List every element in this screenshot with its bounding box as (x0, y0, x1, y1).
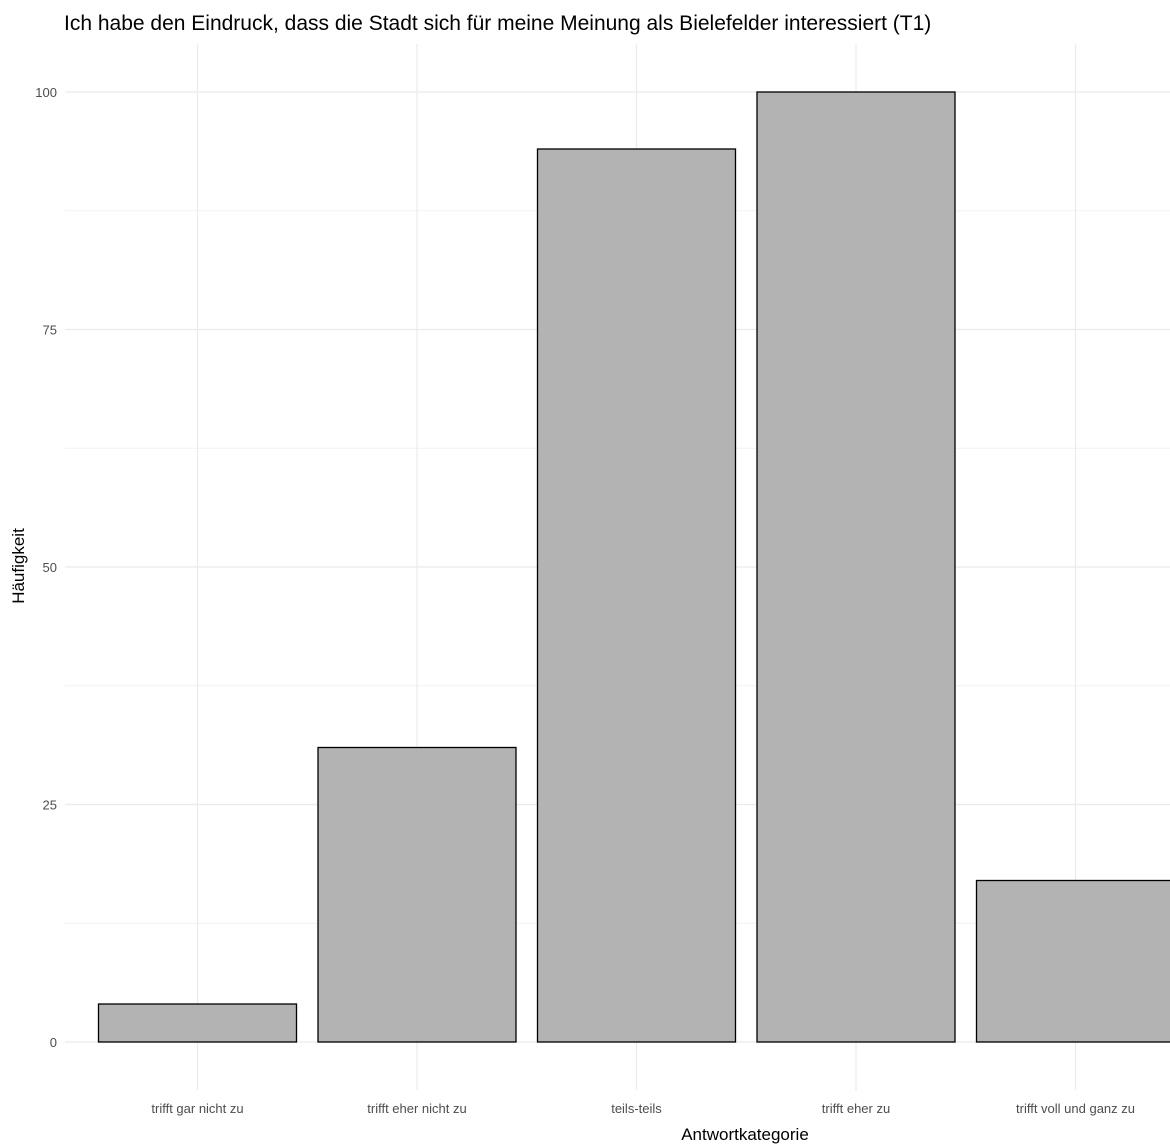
bar-5 (975, 879, 1170, 1043)
bars (97, 91, 1170, 1043)
bar-2 (317, 746, 517, 1043)
x-tick-label: trifft gar nicht zu (151, 1101, 243, 1116)
y-axis-title: Häufigkeit (9, 528, 28, 604)
bar-1 (97, 1003, 298, 1043)
x-tick-label: trifft eher zu (822, 1101, 890, 1116)
x-axis-title: Antwortkategorie (681, 1125, 809, 1144)
chart-title: Ich habe den Eindruck, dass die Stadt si… (64, 12, 931, 35)
y-tick-label: 75 (43, 323, 57, 338)
bar-4 (756, 91, 956, 1043)
x-tick-label: trifft voll und ganz zu (1016, 1101, 1135, 1116)
y-tick-label: 0 (50, 1035, 57, 1050)
y-axis-ticks: 0 25 50 75 100 (35, 85, 57, 1050)
x-axis-ticks: trifft gar nicht zu trifft eher nicht zu t… (151, 1101, 1135, 1116)
x-tick-label: trifft eher nicht zu (367, 1101, 466, 1116)
y-tick-label: 50 (43, 560, 57, 575)
bar-3 (536, 148, 737, 1043)
x-tick-label: teils-teils (611, 1101, 662, 1116)
y-tick-label: 100 (35, 85, 57, 100)
y-tick-label: 25 (43, 798, 57, 813)
